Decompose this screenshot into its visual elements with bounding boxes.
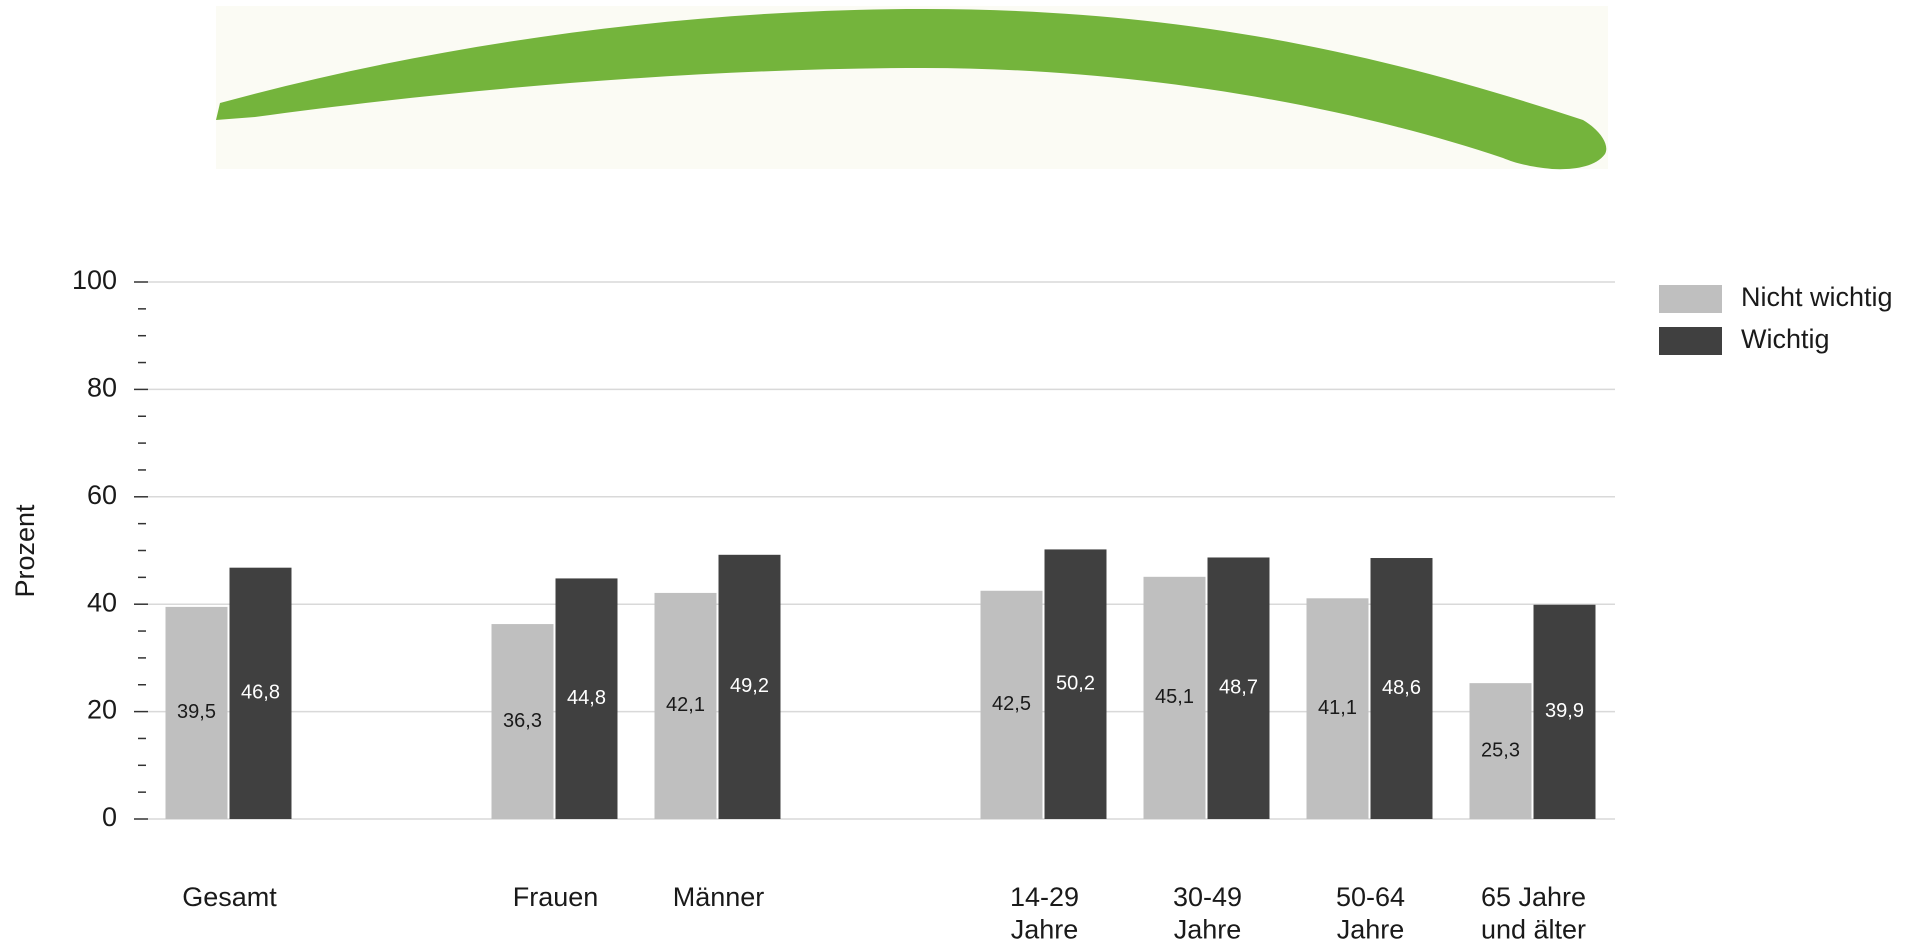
legend-swatch: [1659, 285, 1722, 313]
bar: [1207, 557, 1270, 819]
bar: [1044, 549, 1107, 819]
bar: [229, 567, 292, 819]
x-tick-label: 65 Jahre und älter: [1481, 882, 1586, 944]
value-label: 46,8: [241, 682, 280, 704]
bar: [1533, 604, 1596, 819]
value-label: 48,7: [1219, 677, 1258, 699]
value-label: 49,2: [730, 675, 769, 697]
x-tick-label: Männer: [673, 882, 765, 912]
bar: [718, 554, 781, 819]
bar: [165, 606, 228, 819]
value-label: 41,1: [1318, 697, 1357, 719]
banner-swoosh: [216, 9, 1607, 170]
value-label: 25,3: [1481, 739, 1520, 761]
bar: [980, 590, 1043, 819]
x-tick-label: 14-29 Jahre: [1010, 882, 1079, 944]
x-tick-label: Gesamt: [182, 882, 277, 912]
bar: [1469, 683, 1532, 819]
x-tick-label: Frauen: [513, 882, 599, 912]
y-tick-label: 0: [102, 802, 117, 832]
bar: [555, 578, 618, 819]
y-axis-label: Prozent: [10, 504, 40, 598]
value-label: 45,1: [1155, 686, 1194, 708]
value-label: 48,6: [1382, 677, 1421, 699]
value-label: 50,2: [1056, 672, 1095, 694]
y-tick-label: 60: [87, 480, 117, 510]
legend-label: Wichtig: [1741, 324, 1830, 354]
value-label: 42,5: [992, 693, 1031, 715]
x-tick-label: 50-64 Jahre: [1336, 882, 1405, 944]
value-label: 42,1: [666, 694, 705, 716]
bar: [491, 624, 554, 819]
value-label: 39,5: [177, 701, 216, 723]
y-tick-label: 40: [87, 587, 117, 617]
legend-swatch: [1659, 327, 1722, 355]
x-tick-label: 30-49 Jahre: [1173, 882, 1242, 944]
legend-label: Nicht wichtig: [1741, 282, 1893, 312]
bar: [1370, 558, 1433, 819]
y-tick-label: 20: [87, 695, 117, 725]
value-label: 36,3: [503, 710, 542, 732]
bar: [1143, 576, 1206, 819]
bar: [654, 592, 717, 819]
y-tick-label: 100: [72, 265, 117, 295]
bar: [1306, 598, 1369, 819]
value-label: 44,8: [567, 687, 606, 709]
value-label: 39,9: [1545, 700, 1584, 722]
y-tick-label: 80: [87, 373, 117, 403]
